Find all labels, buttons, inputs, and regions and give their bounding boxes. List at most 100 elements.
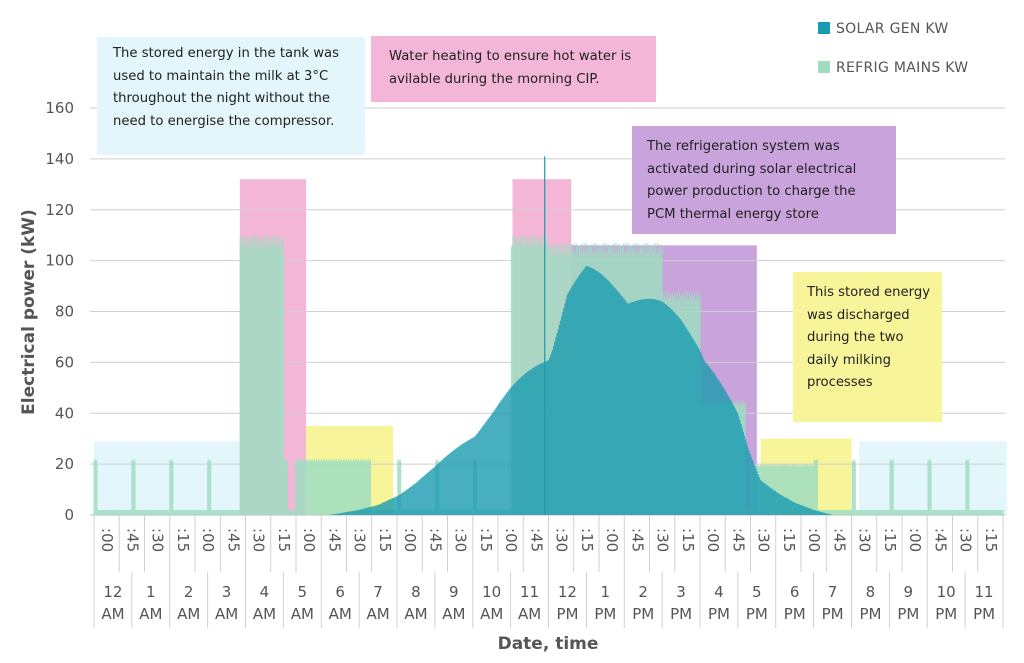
x-hour-period-label: PM	[973, 605, 995, 623]
x-minute-label: :15	[578, 528, 596, 552]
x-hour-label: 6	[335, 583, 345, 601]
x-hour-label: 4	[260, 583, 270, 601]
x-hour-period-label: AM	[404, 605, 427, 623]
x-hour-label: 10	[937, 583, 956, 601]
x-hour-period-label: AM	[139, 605, 162, 623]
y-tick-label: 60	[55, 353, 74, 371]
x-hour-period-label: PM	[784, 605, 806, 623]
x-minute-label: :45	[426, 528, 444, 552]
x-minute-label: :15	[679, 528, 697, 552]
highlight-band	[94, 441, 240, 515]
x-hour-period-label: AM	[291, 605, 314, 623]
x-hour-period-label: PM	[556, 605, 578, 623]
x-hour-period-label: AM	[329, 605, 352, 623]
x-hour-period-label: AM	[480, 605, 503, 623]
x-minute-label: :45	[527, 528, 545, 552]
x-hour-label: 1	[601, 583, 611, 601]
x-hour-label: 12	[103, 583, 122, 601]
legend-swatch-solar	[818, 22, 830, 34]
x-hour-period-label: AM	[253, 605, 276, 623]
x-minute-label: :00	[98, 528, 116, 552]
x-minute-label: :45	[325, 528, 343, 552]
highlight-band	[859, 441, 1007, 515]
x-minute-label: :15	[275, 528, 293, 552]
annotation-water-heating: Water heating to ensure hot water is avi…	[371, 36, 656, 102]
x-minute-label: :00	[199, 528, 217, 552]
x-hour-period-label: AM	[101, 605, 124, 623]
x-hour-label: 4	[714, 583, 724, 601]
y-axis: 0 20 40 60 80 100 120 140 160	[45, 99, 74, 524]
x-minute-label: :15	[881, 528, 899, 552]
x-minute-label: :15	[477, 528, 495, 552]
x-minute-label: :45	[123, 528, 141, 552]
x-minute-label: :15	[174, 528, 192, 552]
x-minute-label: :30	[149, 528, 167, 552]
x-minute-label: :45	[224, 528, 242, 552]
y-axis-label: Electrical power (kW)	[19, 209, 39, 415]
annotation-pcm-charge: The refrigeration system was activated d…	[632, 126, 896, 234]
y-tick-label: 0	[64, 506, 74, 524]
legend-swatch-refrig	[818, 61, 830, 73]
x-minute-label: :30	[957, 528, 975, 552]
x-minute-label: :00	[805, 528, 823, 552]
x-hour-label: 2	[184, 583, 194, 601]
x-hour-period-label: PM	[670, 605, 692, 623]
x-minute-label: :00	[704, 528, 722, 552]
x-minute-label: :30	[755, 528, 773, 552]
y-tick-label: 20	[55, 455, 74, 473]
x-hour-label: 5	[298, 583, 308, 601]
x-minute-label: :30	[654, 528, 672, 552]
x-hour-period-label: PM	[897, 605, 919, 623]
y-tick-label: 140	[45, 150, 74, 168]
x-hour-label: 8	[411, 583, 421, 601]
x-minute-label: :45	[729, 528, 747, 552]
x-hour-period-label: AM	[518, 605, 541, 623]
x-minute-label: :30	[250, 528, 268, 552]
x-hour-period-label: PM	[594, 605, 616, 623]
x-hour-label: 9	[904, 583, 914, 601]
x-hour-label: 7	[373, 583, 383, 601]
x-minute-label: :15	[780, 528, 798, 552]
x-hour-period-label: PM	[632, 605, 654, 623]
legend-label-solar: SOLAR GEN KW	[836, 21, 949, 37]
x-hour-label: 7	[828, 583, 838, 601]
x-hour-label: 6	[790, 583, 800, 601]
x-axis-label: Date, time	[498, 634, 599, 654]
x-minute-label: :30	[856, 528, 874, 552]
x-hour-label: 3	[222, 583, 232, 601]
x-minute-label: :00	[401, 528, 419, 552]
x-hour-period-label: AM	[215, 605, 238, 623]
annotation-night-storage: The stored energy in the tank was used t…	[97, 37, 365, 155]
x-minute-label: :45	[830, 528, 848, 552]
x-hour-label: 11	[520, 583, 539, 601]
x-axis: :00 :45 :30 :15 :00 :45 :30 :15 :00 :45 :30 :15 :00:…	[93, 515, 1004, 628]
x-hour-period-label: AM	[366, 605, 389, 623]
x-hour-label: 3	[676, 583, 686, 601]
x-hour-label: 9	[449, 583, 459, 601]
x-hour-label: 11	[975, 583, 994, 601]
x-hour-label: 2	[638, 583, 648, 601]
x-hour-period-label: PM	[708, 605, 730, 623]
x-minute-label: :45	[931, 528, 949, 552]
solar-gen-bars	[328, 266, 833, 515]
x-hour-period-label: PM	[935, 605, 957, 623]
x-hour-label: 1	[146, 583, 156, 601]
legend-label-refrig: REFRIG MAINS KW	[836, 60, 968, 76]
y-tick-label: 160	[45, 99, 74, 117]
x-minute-label: :30	[553, 528, 571, 552]
solar-gen-series	[328, 156, 833, 515]
x-minute-label: :30	[452, 528, 470, 552]
y-tick-label: 120	[45, 201, 74, 219]
x-hour-label: 12	[558, 583, 577, 601]
x-minute-label: :00	[502, 528, 520, 552]
x-minute-label: :00	[603, 528, 621, 552]
x-minute-label: :45	[628, 528, 646, 552]
x-hour-period-label: PM	[746, 605, 768, 623]
x-minute-label: :30	[351, 528, 369, 552]
x-hour-period-label: AM	[177, 605, 200, 623]
x-minute-label: :15	[982, 528, 1000, 552]
x-hour-label: 10	[482, 583, 501, 601]
annotation-discharge: This stored energy was discharged during…	[793, 272, 942, 422]
x-minute-label: :00	[906, 528, 924, 552]
legend: SOLAR GEN KW REFRIG MAINS KW	[818, 21, 968, 76]
